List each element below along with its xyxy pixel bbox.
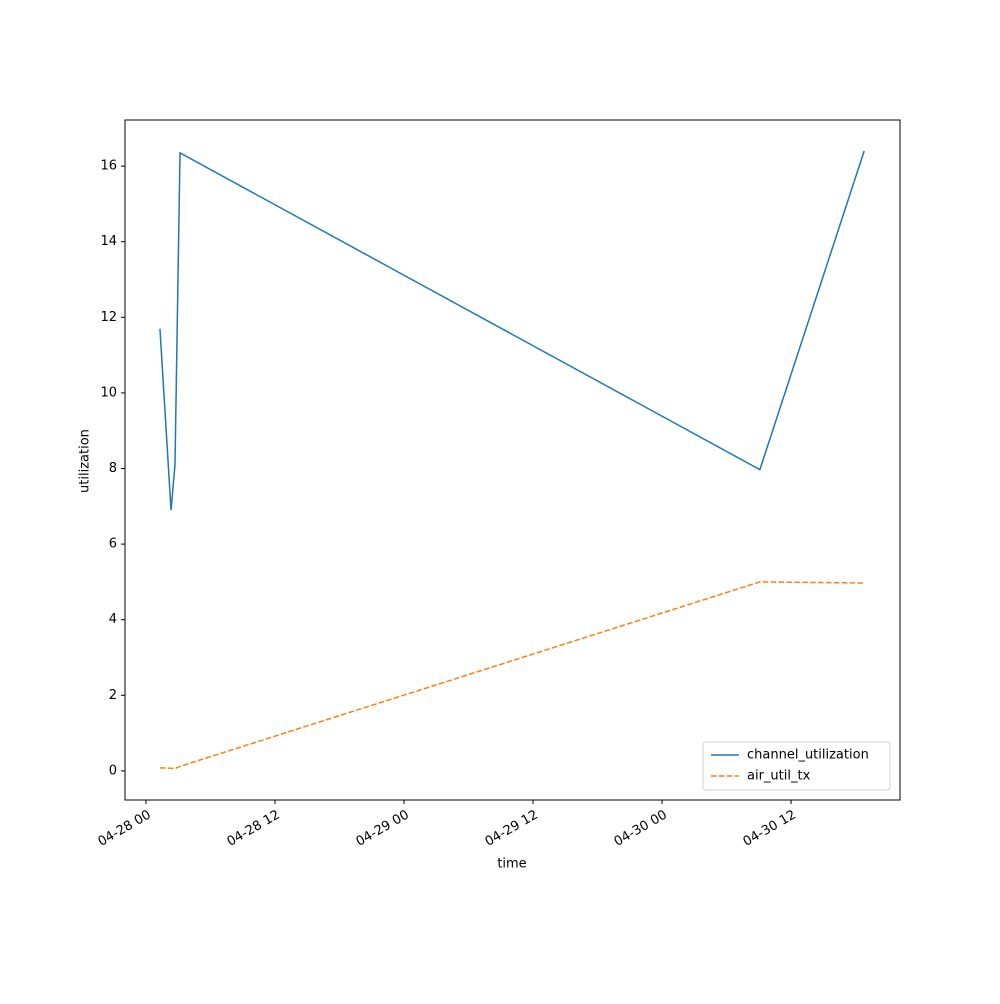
series-line: [159, 150, 865, 511]
x-axis-label: time: [497, 857, 526, 872]
y-tick-label: 14: [100, 234, 117, 249]
y-tick-label: 16: [100, 159, 117, 174]
legend: channel_utilization air_util_tx: [702, 741, 891, 791]
x-tick-label: 04-29 12: [483, 808, 541, 850]
x-tick-label: 04-30 00: [612, 808, 670, 850]
y-tick-label: 6: [109, 537, 117, 552]
legend-label: channel_utilization: [747, 748, 869, 763]
y-tick-label: 10: [100, 385, 117, 400]
legend-box: [702, 741, 891, 791]
x-tick-label: 04-30 12: [741, 808, 799, 850]
x-tick-label: 04-29 00: [354, 808, 412, 850]
y-tick-label: 12: [100, 310, 117, 325]
y-tick-label: 2: [109, 688, 117, 703]
y-axis-label: utilization: [78, 429, 93, 493]
plot-area: [124, 119, 901, 801]
legend-label: air_util_tx: [747, 769, 811, 784]
y-tick-label: 4: [109, 612, 117, 627]
y-tick-label: 8: [109, 461, 117, 476]
y-tick-label: 0: [109, 763, 117, 778]
series-line: [159, 581, 865, 770]
x-tick-label: 04-28 00: [96, 808, 154, 850]
x-tick-label: 04-28 12: [225, 808, 283, 850]
